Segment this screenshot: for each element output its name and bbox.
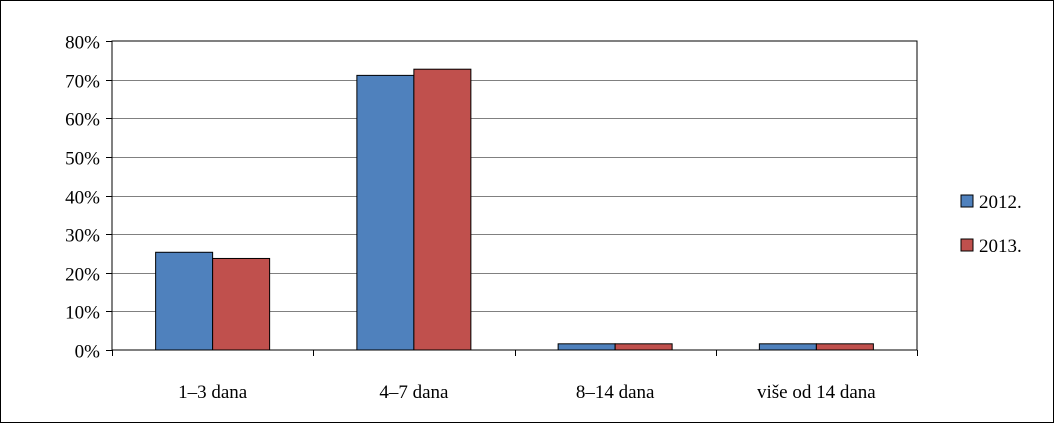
bar-2013-2 — [614, 343, 673, 351]
y-tick-label: 30% — [65, 226, 100, 247]
y-tick-label: 50% — [65, 149, 100, 170]
bar-2013-0 — [212, 257, 271, 351]
y-tick-label: 70% — [65, 72, 100, 93]
x-category-label: 1–3 dana — [178, 382, 248, 403]
bars — [155, 68, 874, 351]
bar-2012-0 — [155, 251, 214, 351]
legend-label: 2013. — [979, 236, 1022, 257]
bar-2012-2 — [557, 343, 616, 351]
x-category-labels: 1–3 dana 4–7 dana 8–14 dana više od 14 dana — [178, 382, 876, 403]
y-tick-label: 0% — [75, 342, 101, 363]
bar-2013-1 — [413, 68, 472, 351]
x-category-label: više od 14 dana — [757, 382, 876, 403]
legend: 2012. 2013. — [960, 192, 1022, 257]
y-tick-label: 10% — [65, 303, 100, 324]
bar-2013-3 — [815, 343, 874, 351]
y-tick-label: 80% — [65, 33, 100, 54]
y-tick-labels: 0% 10% 20% 30% 40% 50% 60% 70% 80% — [65, 33, 100, 363]
legend-swatch — [960, 194, 974, 208]
axes — [106, 41, 918, 356]
y-tick-label: 20% — [65, 265, 100, 286]
y-tick-label: 40% — [65, 188, 100, 209]
legend-swatch — [960, 238, 974, 252]
x-category-label: 8–14 dana — [576, 382, 655, 403]
bar-2012-3 — [758, 343, 817, 351]
legend-label: 2012. — [979, 192, 1022, 213]
x-category-label: 4–7 dana — [379, 382, 449, 403]
bar-2012-1 — [356, 74, 415, 351]
y-tick-label: 60% — [65, 110, 100, 131]
plot-area-border — [111, 40, 918, 351]
